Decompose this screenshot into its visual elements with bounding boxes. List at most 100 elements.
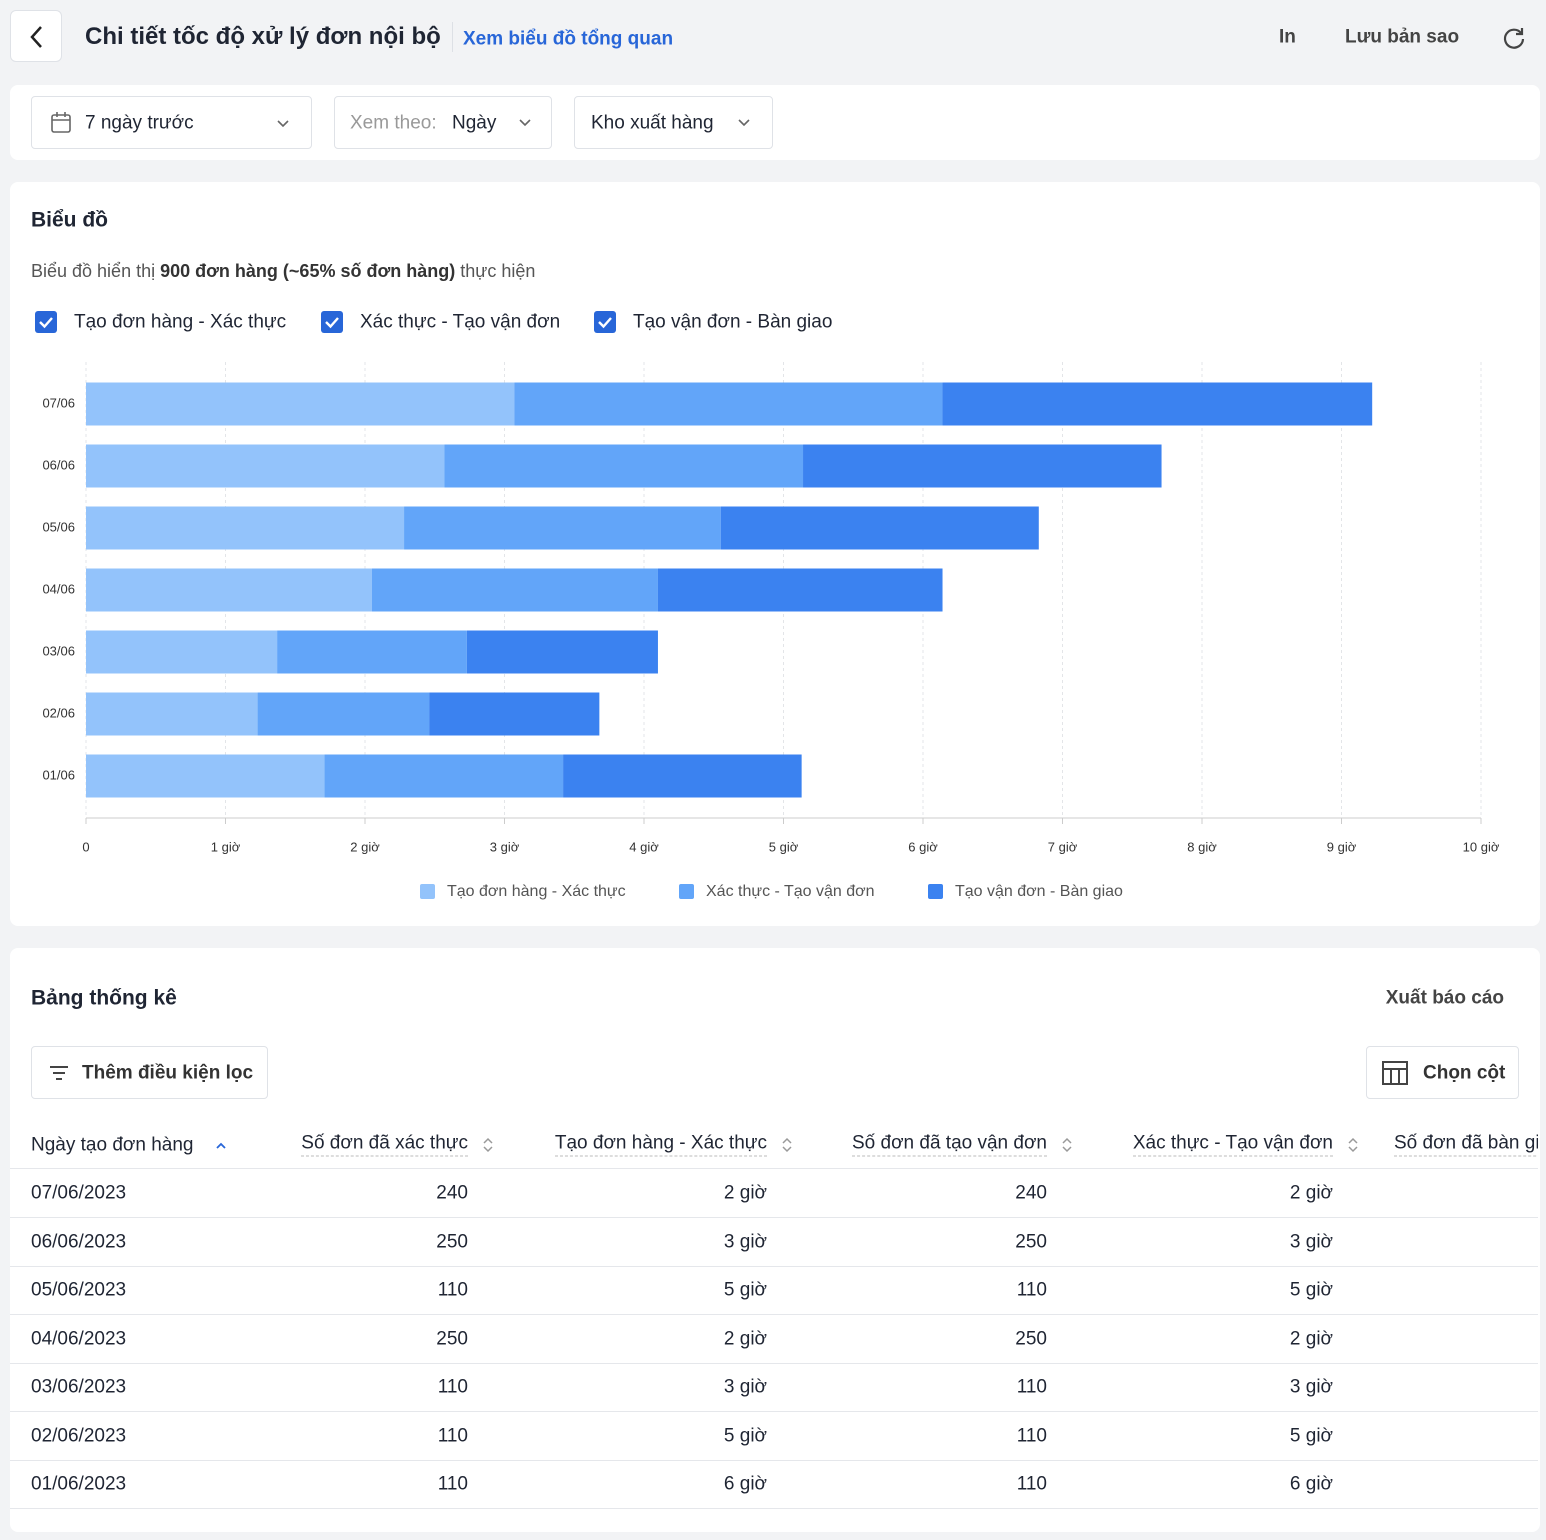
stats-table: Ngày tạo đơn hàng Số đơn đã xác thực Tạo đ…: [10, 1122, 1538, 1522]
x-tick-label: 8 giờ: [1187, 839, 1217, 854]
series-checkbox[interactable]: [35, 311, 57, 333]
save-copy-button[interactable]: Lưu bản sao: [1345, 28, 1459, 47]
table-cell: 2 giờ: [1290, 1329, 1333, 1348]
table-cell: 6 giờ: [1290, 1475, 1333, 1494]
bar-segment: [429, 693, 599, 736]
column-header[interactable]: Tạo đơn hàng - Xác thực: [555, 1134, 767, 1157]
check-icon: [594, 311, 616, 333]
sort-both: [1347, 1136, 1359, 1154]
column-header[interactable]: Ngày tạo đơn hàng: [31, 1136, 193, 1155]
table-cell: 250: [1015, 1232, 1047, 1251]
table-cell: 3 giờ: [724, 1232, 767, 1251]
overview-link[interactable]: Xem biểu đồ tổng quan: [463, 30, 673, 49]
x-tick-label: 10 giờ: [1463, 839, 1500, 854]
check-icon: [321, 311, 343, 333]
table-cell: 240: [1015, 1184, 1047, 1203]
legend-label: Xác thực - Tạo vận đơn: [706, 883, 875, 900]
table-cell: 03/06/2023: [31, 1378, 126, 1397]
back-button[interactable]: [10, 10, 62, 62]
bar-segment: [325, 755, 564, 798]
table-cell: 5 giờ: [724, 1281, 767, 1300]
sort-icon: [1347, 1136, 1359, 1159]
table-cell: 110: [438, 1426, 468, 1445]
legend-swatch: [928, 884, 943, 899]
bar-segment: [86, 445, 445, 488]
table-cell: 5 giờ: [1290, 1426, 1333, 1445]
sort-both: [482, 1136, 494, 1154]
chevron: [517, 115, 533, 131]
bar-segment: [445, 445, 804, 488]
refresh-button[interactable]: [1500, 24, 1528, 52]
note-bold: 900 đơn hàng (~65% số đơn hàng): [160, 261, 455, 281]
add-filter-button[interactable]: Thêm điều kiện lọc: [31, 1046, 268, 1099]
series-checkbox[interactable]: [594, 311, 616, 333]
table-cell: 06/06/2023: [31, 1232, 126, 1251]
column-header[interactable]: Xác thực - Tạo vận đơn: [1133, 1134, 1333, 1157]
choose-columns-button[interactable]: Chọn cột: [1366, 1046, 1519, 1099]
column-header[interactable]: Số đơn đã tạo vận đơn: [852, 1134, 1047, 1157]
divider: [452, 22, 453, 52]
bar-segment: [943, 383, 1373, 426]
bar-segment: [404, 507, 721, 550]
row-divider: [10, 1266, 1538, 1267]
sort-both: [781, 1136, 793, 1154]
date-range-select[interactable]: 7 ngày trước: [31, 96, 312, 149]
calendar-icon: [50, 111, 72, 135]
back-icon: [11, 11, 63, 63]
table-cell: 04/06/2023: [31, 1329, 126, 1348]
x-tick-label: 3 giờ: [490, 839, 520, 854]
column-header[interactable]: Số đơn đã bàn giao: [1394, 1134, 1538, 1157]
table-cell: 110: [438, 1378, 468, 1397]
table-cell: 01/06/2023: [31, 1475, 126, 1494]
legend-swatch: [420, 884, 435, 899]
bar-segment: [514, 383, 942, 426]
x-tick-label: 2 giờ: [350, 839, 380, 854]
table-cell: 2 giờ: [1290, 1184, 1333, 1203]
view-by-label: Xem theo:: [350, 114, 437, 133]
row-divider: [10, 1314, 1538, 1315]
series-checkbox-label: Tạo vận đơn - Bàn giao: [633, 313, 832, 332]
bar-segment: [86, 383, 514, 426]
warehouse-value: Kho xuất hàng: [591, 114, 714, 133]
table-cell: 250: [436, 1232, 468, 1251]
y-tick-label: 04/06: [42, 581, 75, 596]
series-checkbox-label: Xác thực - Tạo vận đơn: [360, 313, 560, 332]
print-button[interactable]: In: [1279, 28, 1296, 47]
table-cell: 3 giờ: [1290, 1232, 1333, 1251]
column-header[interactable]: Số đơn đã xác thực: [301, 1134, 468, 1157]
view-by-select[interactable]: Xem theo: Ngày: [334, 96, 552, 149]
x-tick-label: 0: [82, 839, 89, 854]
chevron: [736, 115, 752, 131]
row-divider: [10, 1411, 1538, 1412]
columns-icon: [1381, 1060, 1409, 1086]
y-tick-label: 06/06: [42, 457, 75, 472]
series-checkbox-label: Tạo đơn hàng - Xác thực: [74, 313, 286, 332]
warehouse-select[interactable]: Kho xuất hàng: [574, 96, 773, 149]
export-button[interactable]: Xuất báo cáo: [1386, 989, 1504, 1008]
table-cell: 07/06/2023: [31, 1184, 126, 1203]
x-tick-label: 7 giờ: [1048, 839, 1078, 854]
filter-icon: [48, 1063, 70, 1083]
table-cell: 5 giờ: [724, 1426, 767, 1445]
y-tick-label: 05/06: [42, 519, 75, 534]
sort-icon: [781, 1136, 793, 1159]
legend-label: Tạo đơn hàng - Xác thực: [447, 883, 626, 900]
table-cell: 250: [436, 1329, 468, 1348]
bar-segment: [277, 631, 467, 674]
view-by-value: Ngày: [452, 114, 496, 133]
sort-icon: [1061, 1136, 1073, 1159]
chart-section-title: Biểu đồ: [31, 210, 108, 231]
x-tick-label: 6 giờ: [908, 839, 938, 854]
table-cell: 3 giờ: [724, 1378, 767, 1397]
table-cell: 3 giờ: [1290, 1378, 1333, 1397]
table-cell: 110: [1017, 1378, 1047, 1397]
page-title: Chi tiết tốc độ xử lý đơn nội bộ: [85, 25, 441, 49]
y-tick-label: 02/06: [42, 705, 75, 720]
table-cell: 02/06/2023: [31, 1426, 126, 1445]
table-cell: 240: [436, 1184, 468, 1203]
table-cell: 6 giờ: [724, 1475, 767, 1494]
series-checkbox[interactable]: [321, 311, 343, 333]
note-text: thực hiện: [460, 261, 535, 281]
table-cell: 110: [1017, 1475, 1047, 1494]
